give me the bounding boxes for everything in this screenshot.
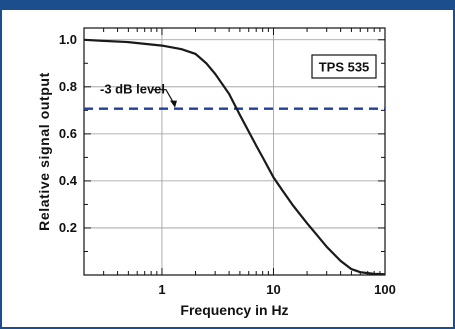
grid-layer [84, 28, 385, 275]
y-tick-label: 0.2 [59, 220, 77, 235]
x-tick-labels: 1 10 100 [158, 282, 396, 297]
model-label: TPS 535 [319, 60, 370, 75]
minus-3db-label-leader [152, 89, 175, 104]
response-curve-series [83, 38, 386, 276]
minus-3db-label: -3 dB level [100, 82, 165, 97]
frame-border [0, 10, 455, 329]
y-tick-label: 1.0 [59, 32, 77, 47]
x-axis-title: Frequency in Hz [180, 302, 288, 318]
y-tick-label: 0.4 [59, 173, 78, 188]
x-tick-label: 1 [158, 282, 165, 297]
title-band [0, 0, 455, 10]
minus-3db-label-arrowhead [170, 100, 177, 108]
y-axis-title: Relative signal output [36, 72, 52, 231]
plot-area [83, 27, 386, 276]
x-tick-label: 10 [266, 282, 280, 297]
y-tick-labels: 0.2 0.4 0.6 0.8 1.0 [59, 32, 78, 235]
y-tick-label: 0.8 [59, 79, 77, 94]
model-label-box [311, 54, 377, 79]
y-tick-label: 0.6 [59, 126, 77, 141]
x-tick-label: 100 [374, 282, 396, 297]
minor-ticks [83, 28, 385, 275]
